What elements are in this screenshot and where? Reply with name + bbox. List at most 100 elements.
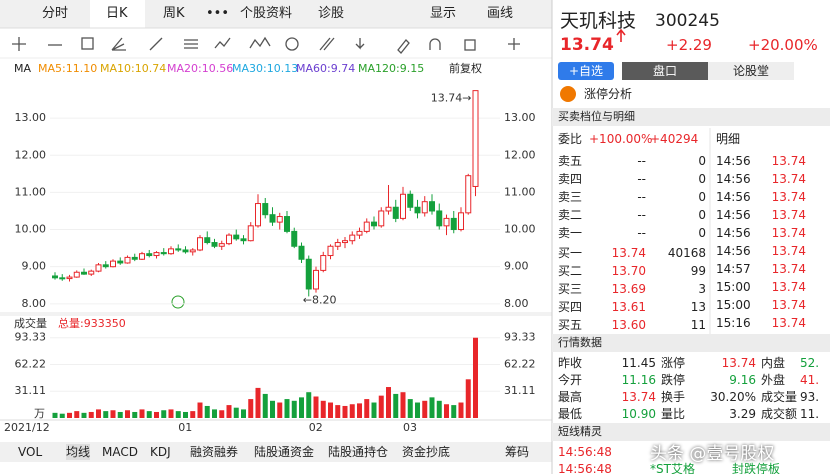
volume-bar [59,413,65,418]
weibi-diff: +40294 [650,132,699,146]
indicator-tab[interactable]: VOL [18,445,43,459]
volume-bar [429,397,435,418]
volume-bar [284,399,290,418]
candle-body [363,221,370,232]
draw-tools[interactable] [12,36,520,54]
indicator-tab[interactable]: 融资融券 [190,445,239,459]
book-volume: 40168 [667,246,706,260]
volume-bar [110,410,116,418]
volume-bar [81,412,87,418]
volume-bar [96,409,101,418]
tab[interactable]: ••• [206,6,230,21]
chip-tab[interactable]: 筹码 [505,445,530,459]
add-watch[interactable]: +自选 [558,62,614,80]
volume-bar [371,402,377,418]
indicator-tab[interactable]: 资金抄底 [402,445,451,459]
candle-body [407,193,414,208]
market-cell: 内盘 [761,356,786,370]
change: +2.29 [666,36,712,54]
volume-bar [306,392,312,418]
elf-cell: 14:56:48 [558,445,612,459]
book-volume: 0 [698,226,706,240]
detail-price: 13.74 [771,262,806,276]
volume-bar [233,407,239,418]
candle-body [124,256,131,264]
ma-label: MA [14,62,32,75]
tab[interactable]: 论股堂 [708,62,794,80]
tab[interactable]: 盘口 [622,62,708,80]
section-title: 短线精灵 [558,425,602,438]
candle-body [139,253,145,260]
volume-bar [320,400,326,418]
market-cell: 量比 [661,407,686,421]
volume-bar [270,400,275,418]
candle-body [189,249,196,253]
candle-body [204,237,211,244]
tab[interactable]: 诊股 [318,6,345,21]
volume-bar [378,395,384,418]
volume-bar [349,404,355,418]
candle-body [146,253,153,257]
weibi-label: 委比 [558,132,583,146]
tab[interactable]: 个股资料 [240,6,293,21]
volume-bar [117,411,123,418]
volume-bar [386,387,391,418]
book-price: 13.69 [611,282,646,296]
book-volume: 3 [698,282,706,296]
candle-body [131,256,138,260]
indicator-tab[interactable]: 陆股通资金 [254,445,315,459]
y-tick-label: 62.22 [15,357,47,370]
y-tick-label: 93.33 [504,331,536,344]
market-cell: 外盘 [761,373,786,387]
indicator-bar [0,442,552,462]
candle-body [110,260,116,268]
candle-body [465,175,472,214]
candle-body [313,269,319,290]
watermark: 头条 @壹号股权 [650,444,775,464]
indicator-tab[interactable]: 陆股通持仓 [328,445,389,459]
book-price: -- [637,172,646,186]
indicator-tab[interactable]: KDJ [150,445,171,459]
market-cell: 30.20% [710,390,756,404]
y-tick-label: 13.00 [504,111,536,124]
candle-body [66,276,73,280]
volume-bar [204,405,210,418]
tab[interactable]: 日K [106,6,128,21]
volume-bar [154,411,159,418]
book-volume: 13 [690,300,706,314]
book-price: 13.60 [611,318,646,332]
pct: +20.00% [748,36,818,54]
detail-price: 13.74 [771,316,806,330]
volume-bar [103,411,109,418]
volume-bar [132,411,138,418]
indicator-tab[interactable]: MACD [102,445,138,459]
indicator-tab[interactable]: 均线 [66,444,91,460]
market-cell: 成交额 [761,407,798,421]
book-price: 13.61 [611,300,646,314]
volume-unit: 万 [34,407,45,420]
volume-bar [407,399,413,418]
tab[interactable]: 显示 [430,6,457,21]
candle-body [81,271,87,275]
market-cell: 跌停 [661,373,686,387]
volume-bar [313,396,319,418]
candle-body [298,245,305,260]
weibi-pct: +100.00% [589,132,653,146]
tab[interactable]: 分时 [42,6,69,21]
market-cell: 涨停 [661,356,686,370]
candle-body [59,277,66,280]
volume-bar [255,387,261,418]
tab[interactable]: 周K [163,6,185,21]
y-tick-label: 11.00 [15,185,47,198]
book-volume: 11 [690,318,706,332]
volume-bar [357,403,362,418]
elf-cell: 封跌停板 [732,462,781,474]
y-tick-label: 62.22 [504,357,536,370]
candle-body [414,206,421,214]
tab[interactable]: 画线 [487,6,514,21]
volume-bar [400,392,406,418]
book-volume: 0 [698,208,706,222]
section-title: 行情数据 [558,336,602,349]
volume-bar [451,405,457,418]
